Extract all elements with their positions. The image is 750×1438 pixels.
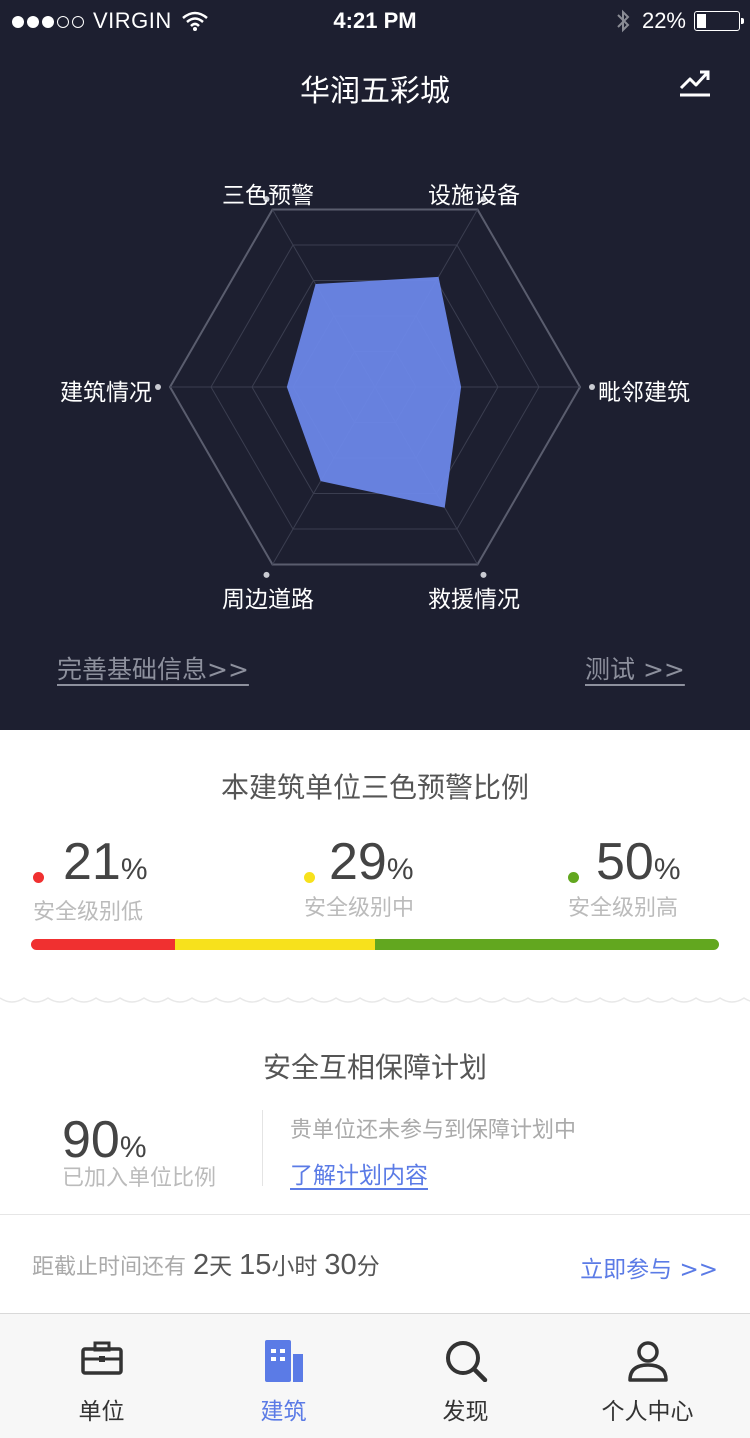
tab-discover[interactable]: 发现 <box>372 1314 559 1438</box>
radar-axis-dot <box>263 571 270 578</box>
tab-building-label: 建筑 <box>260 1399 307 1425</box>
user-icon <box>627 1341 668 1382</box>
tab-profile-label: 个人中心 <box>601 1399 694 1425</box>
carrier-name: VIRGIN <box>93 8 172 33</box>
battery-icon <box>694 11 744 31</box>
tab-unit[interactable]: 单位 <box>8 1314 195 1438</box>
radar-label-roads: 周边道路 <box>222 587 314 613</box>
divider <box>262 1110 263 1186</box>
stat-low-unit: % <box>120 853 148 886</box>
trend-chart-icon[interactable] <box>678 68 712 98</box>
search-icon <box>445 1341 487 1382</box>
deadline-days: 2 <box>193 1249 210 1281</box>
plan-percent-unit: % <box>119 1131 147 1164</box>
status-dot-red <box>33 872 44 883</box>
deadline-minutes-unit: 分 <box>356 1254 380 1280</box>
deadline-hours-unit: 小时 <box>271 1254 318 1280</box>
stat-mid-label: 安全级别中 <box>304 896 415 921</box>
wifi-icon <box>181 11 208 31</box>
warning-title: 本建筑单位三色预警比例 <box>220 771 529 804</box>
stat-high-label: 安全级别高 <box>568 896 679 921</box>
plan-description: 贵单位还未参与到保障计划中 <box>290 1118 577 1143</box>
stat-low-label: 安全级别低 <box>33 900 144 925</box>
radar-chart: 三色预警 设施设备 毗邻建筑 救援情况 周边道路 建筑情况 <box>0 150 750 630</box>
ratio-bar-segment <box>374 939 719 950</box>
radar-axis-dot <box>155 384 161 390</box>
radar-label-rescue: 救援情况 <box>428 587 520 613</box>
tab-building[interactable]: 建筑 <box>190 1314 377 1438</box>
status-dot-green <box>568 872 579 883</box>
tab-unit-label: 单位 <box>78 1399 125 1425</box>
building-icon <box>264 1340 303 1382</box>
deadline-minutes: 30 <box>324 1249 357 1281</box>
radar-label-warning: 三色预警 <box>222 183 314 209</box>
radar-axis-dot <box>480 196 487 203</box>
battery-percent: 22% <box>641 8 686 33</box>
deadline-countdown: 距截止时间还有 2天 15小时 30分 <box>32 1247 380 1282</box>
ratio-bar <box>31 939 719 950</box>
stat-mid-value: 29 <box>329 833 387 891</box>
briefcase-icon <box>80 1341 123 1375</box>
deadline-prefix: 距截止时间还有 <box>32 1255 187 1280</box>
ratio-bar-segment <box>31 939 176 950</box>
stat-mid-unit: % <box>386 853 414 886</box>
tab-profile[interactable]: 个人中心 <box>554 1314 741 1438</box>
plan-details-link[interactable]: 了解计划内容 <box>290 1163 428 1189</box>
plan-percent: 90 <box>62 1111 120 1169</box>
stat-high-value: 50 <box>596 833 654 891</box>
wave-divider <box>0 997 750 1003</box>
radar-data-area <box>286 276 462 508</box>
plan-percent-label: 已加入单位比例 <box>62 1166 217 1191</box>
tab-bar: 单位 建筑 发现 个人中心 <box>0 1313 750 1438</box>
radar-axis-dot <box>589 384 595 390</box>
plan-title: 安全互相保障计划 <box>262 1051 487 1084</box>
header-area: VIRGIN 4:21 PM 22% 华润五彩城 三色预警 设施设备 毗邻建筑 … <box>0 0 750 730</box>
tab-discover-label: 发现 <box>442 1399 489 1425</box>
test-link[interactable]: 测试 >> <box>585 655 685 684</box>
status-dot-yellow <box>304 872 315 883</box>
bluetooth-icon <box>617 9 630 33</box>
radar-label-facilities: 设施设备 <box>428 183 520 209</box>
radar-axis-dot <box>263 196 270 203</box>
stat-low-value: 21 <box>63 833 121 891</box>
radar-label-building: 建筑情况 <box>60 380 152 406</box>
deadline-hours: 15 <box>239 1249 272 1281</box>
complete-info-link[interactable]: 完善基础信息>> <box>57 655 249 684</box>
stat-high-unit: % <box>653 853 681 886</box>
deadline-days-unit: 天 <box>209 1254 233 1280</box>
ratio-bar-segment <box>175 939 375 950</box>
radar-axis-dot <box>480 571 487 578</box>
status-time: 4:21 PM <box>333 8 417 33</box>
page-title: 华润五彩城 <box>300 74 450 109</box>
radar-label-adjacent: 毗邻建筑 <box>598 380 690 406</box>
join-now-link[interactable]: 立即参与 >> <box>580 1257 718 1283</box>
divider <box>0 1214 750 1215</box>
signal-icon <box>12 8 87 34</box>
radar-svg <box>155 196 595 578</box>
status-bar: VIRGIN 4:21 PM 22% <box>0 0 750 40</box>
